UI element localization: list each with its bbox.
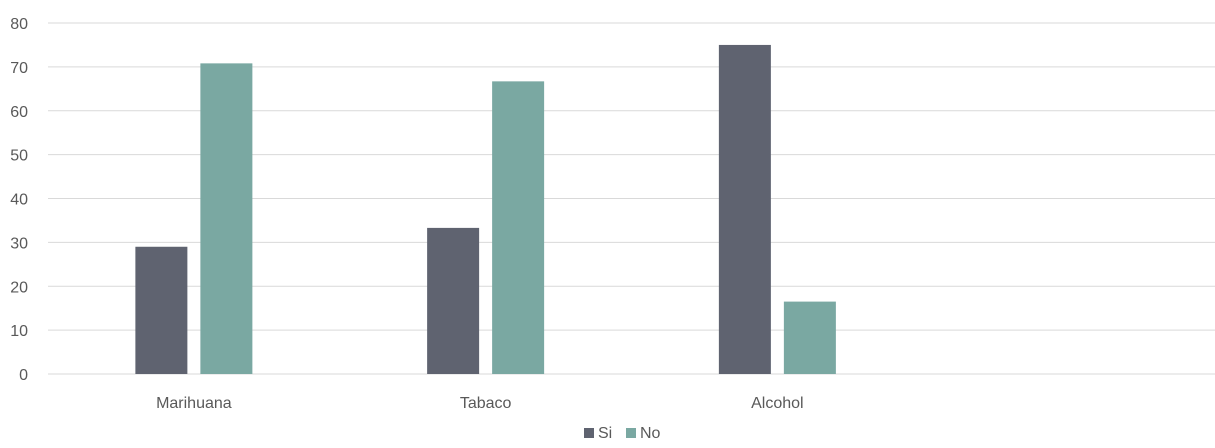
bar-si-marihuana <box>135 246 188 374</box>
y-tick-label: 50 <box>10 148 28 165</box>
legend: Si No <box>584 425 661 442</box>
y-tick-label: 0 <box>19 367 28 384</box>
bar-si-tabaco <box>427 227 480 374</box>
bar-si-alcohol <box>718 44 771 374</box>
y-axis: 0 10 20 30 40 50 60 70 80 <box>10 16 1215 384</box>
y-tick-label: 30 <box>10 235 28 252</box>
y-tick-label: 70 <box>10 60 28 77</box>
y-tick-label: 80 <box>10 16 28 33</box>
legend-label-si: Si <box>598 425 612 442</box>
y-tick-label: 40 <box>10 192 28 209</box>
y-tick-label: 20 <box>10 279 28 296</box>
legend-label-no: No <box>640 425 661 442</box>
y-tick-label: 60 <box>10 104 28 121</box>
x-axis: Marihuana Tabaco Alcohol <box>156 395 804 412</box>
legend-swatch-no <box>626 428 636 438</box>
bar-no-tabaco <box>492 81 545 374</box>
y-tick-label: 10 <box>10 323 28 340</box>
bar-no-alcohol <box>783 301 836 374</box>
legend-swatch-si <box>584 428 594 438</box>
category-label: Alcohol <box>751 395 803 412</box>
bar-no-marihuana <box>200 63 253 375</box>
category-label: Tabaco <box>460 395 512 412</box>
category-label: Marihuana <box>156 395 232 412</box>
bars <box>135 44 836 375</box>
